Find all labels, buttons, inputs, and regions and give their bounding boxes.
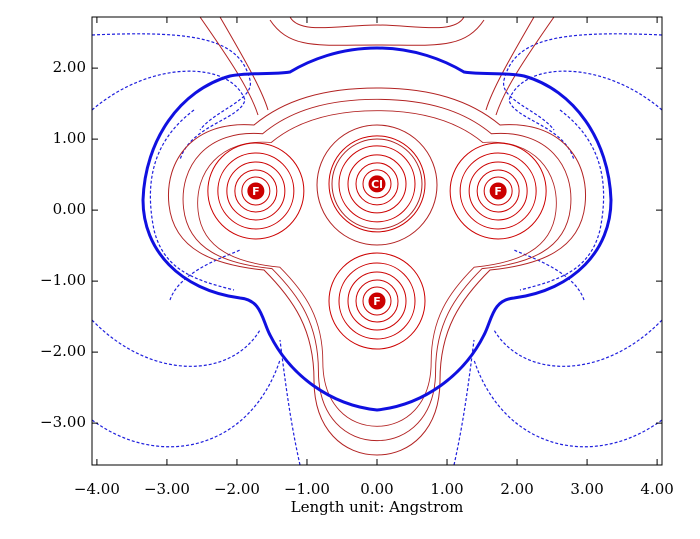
atom-mark bbox=[247, 182, 264, 199]
x-tick-label: −1.00 bbox=[284, 480, 330, 498]
atom-contour bbox=[476, 169, 520, 213]
atom-contour bbox=[362, 286, 392, 316]
y-tick-label: 0.00 bbox=[53, 200, 86, 218]
atom-contour bbox=[347, 271, 407, 331]
atom-contour bbox=[362, 169, 392, 199]
atom-contour bbox=[347, 154, 407, 214]
y-tick-label: 1.00 bbox=[53, 129, 86, 147]
y-tick-label: −2.00 bbox=[40, 342, 86, 360]
atom-label: F bbox=[373, 295, 381, 308]
atom-contour bbox=[449, 142, 547, 240]
atom-mark bbox=[490, 182, 507, 199]
atom-contour bbox=[355, 279, 399, 323]
atom-contour bbox=[217, 152, 295, 230]
atom-contour bbox=[483, 176, 513, 206]
contours bbox=[92, 17, 662, 465]
atom-contour bbox=[338, 145, 416, 223]
x-tick-label: −2.00 bbox=[214, 480, 260, 498]
x-axis-label: Length unit: Angstrom bbox=[291, 498, 464, 516]
y-tick-label: −3.00 bbox=[40, 413, 86, 431]
x-tick-label: 1.00 bbox=[430, 480, 463, 498]
atom-contour bbox=[328, 252, 426, 350]
atom-mark bbox=[369, 292, 385, 309]
atom-contour bbox=[234, 169, 278, 213]
atom-contour bbox=[328, 135, 426, 233]
atom-contour bbox=[468, 161, 528, 221]
atom-label: F bbox=[252, 185, 260, 198]
x-tick-label: −4.00 bbox=[74, 480, 120, 498]
x-tick-label: 3.00 bbox=[570, 480, 603, 498]
atom-contour bbox=[207, 142, 305, 240]
atom-contour bbox=[241, 176, 271, 206]
dashed-contours bbox=[92, 33, 662, 465]
atom-contour bbox=[459, 152, 537, 230]
y-tick-label: −1.00 bbox=[40, 271, 86, 289]
outline bbox=[141, 46, 613, 412]
atom-label: F bbox=[494, 185, 502, 198]
atom-contour bbox=[338, 262, 416, 340]
y-tick-label: 2.00 bbox=[53, 58, 86, 76]
atom-mark bbox=[369, 175, 385, 192]
x-tick-label: 4.00 bbox=[640, 480, 673, 498]
atom-label: Cl bbox=[371, 178, 383, 191]
x-tick-label: −3.00 bbox=[144, 480, 190, 498]
density-contours bbox=[167, 17, 587, 456]
atom-contour bbox=[355, 162, 399, 206]
x-tick-label: 2.00 bbox=[500, 480, 533, 498]
plot-frame bbox=[91, 16, 663, 466]
atom-contour bbox=[226, 161, 286, 221]
x-tick-label: 0.00 bbox=[360, 480, 393, 498]
